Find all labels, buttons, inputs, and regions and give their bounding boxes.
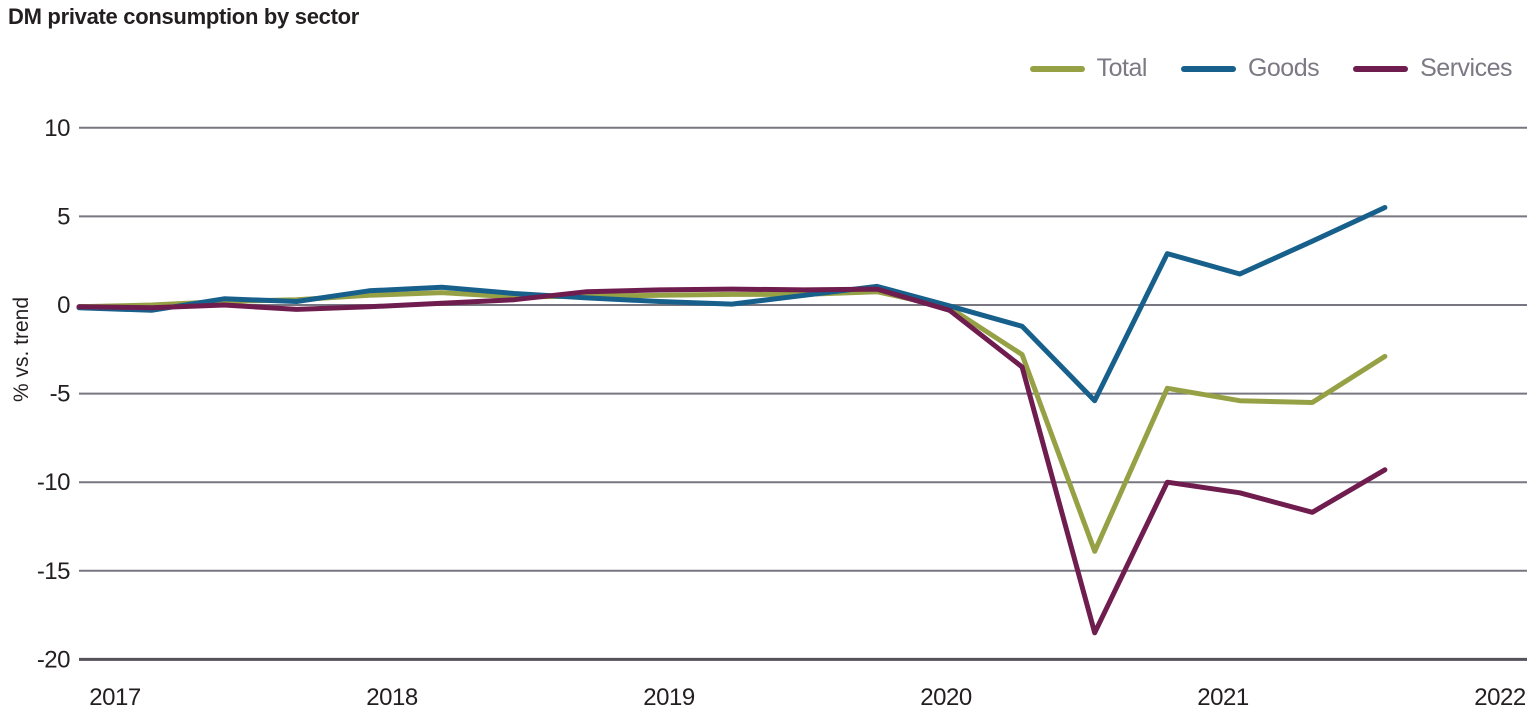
y-axis-title: % vs. trend	[10, 296, 33, 402]
series-line-total	[76, 289, 1388, 554]
services-line-swatch	[1353, 65, 1409, 72]
y-tick-label: -5	[50, 381, 70, 408]
series-line-services	[76, 286, 1388, 636]
y-tick-label: 5	[57, 203, 70, 230]
x-tick-label: 2017	[89, 684, 141, 711]
legend-item-goods: Goods	[1180, 54, 1320, 83]
y-tick-label: -10	[37, 469, 70, 496]
x-tick-label: 2020	[920, 684, 972, 711]
y-tick-label: 10	[44, 115, 70, 142]
y-tick-label: -15	[37, 558, 70, 585]
legend-item-total: Total	[1029, 54, 1148, 83]
goods-line-swatch	[1180, 65, 1236, 72]
x-tick-label: 2021	[1197, 684, 1249, 711]
x-tick-label: 2019	[643, 684, 695, 711]
chart-title: DM private consumption by sector	[8, 4, 360, 29]
series-line-goods	[76, 205, 1388, 404]
legend-item-services: Services	[1353, 54, 1512, 83]
y-tick-label: 0	[57, 292, 70, 319]
x-tick-label: 2018	[366, 684, 418, 711]
y-tick-label: -20	[37, 646, 70, 673]
legend: Total Goods Services	[1029, 54, 1512, 83]
legend-label-total: Total	[1096, 54, 1148, 82]
legend-label-services: Services	[1420, 54, 1512, 82]
x-tick-label: 2022	[1474, 684, 1526, 711]
legend-label-goods: Goods	[1247, 54, 1320, 82]
total-line-swatch	[1029, 65, 1085, 72]
